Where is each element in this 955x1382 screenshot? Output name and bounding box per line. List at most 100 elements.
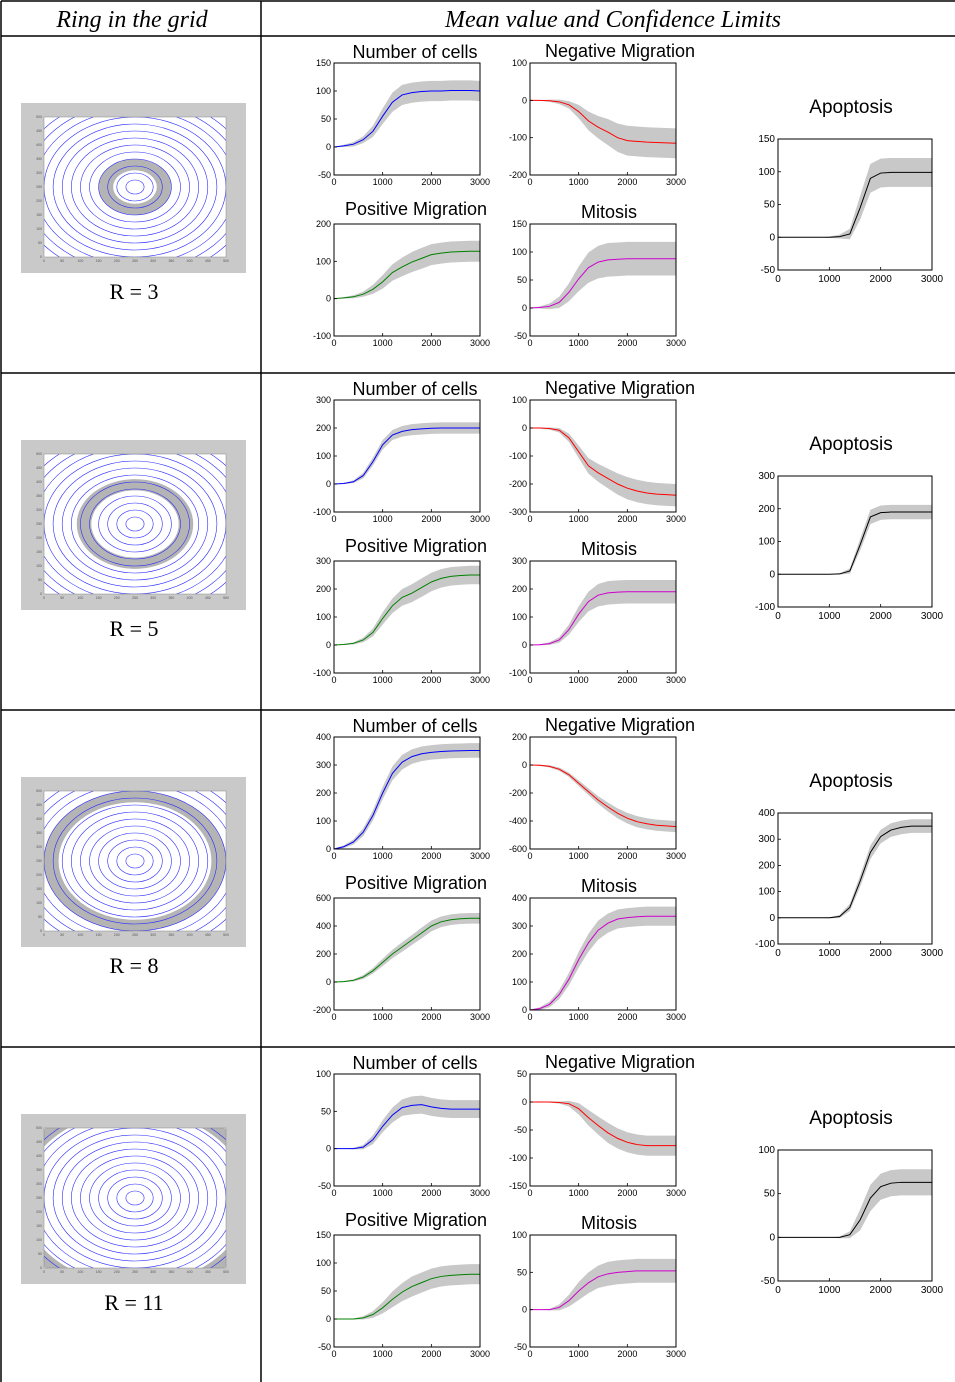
- ring-x-tick: 400: [187, 596, 193, 600]
- x-tick-label: 2000: [617, 1188, 637, 1198]
- x-tick-label: 3000: [666, 1188, 686, 1198]
- x-tick-label: 3000: [470, 338, 490, 348]
- ring-y-tick: 250: [36, 522, 42, 526]
- chart-number-of-cells-r-8: 0 1000 2000 3000 0 100 200 300 400 Number of cell…: [316, 716, 490, 861]
- ring-y-tick: 50: [38, 1252, 42, 1256]
- mean-line: [530, 1270, 676, 1311]
- x-tick-label: 0: [527, 1188, 532, 1198]
- y-tick-label: 100: [316, 86, 331, 96]
- ring-grid-r-5: 00 50 50 100 100 150 150 200 200 250 250 300 300 350 3…: [21, 440, 246, 641]
- ring-x-tick: 400: [187, 259, 193, 263]
- contour-circle: [98, 1169, 172, 1227]
- mean-line: [778, 171, 932, 238]
- chart-title: Mitosis: [581, 1213, 637, 1233]
- x-tick-label: 2000: [617, 338, 637, 348]
- chart-title: Negative Migration: [545, 41, 695, 61]
- ring-y-tick: 400: [36, 1154, 42, 1158]
- ring-y-tick: 300: [36, 845, 42, 849]
- contour-circle: [116, 846, 154, 876]
- contour-circle: [89, 488, 181, 560]
- y-tick-label: 600: [316, 893, 331, 903]
- chart-mitosis-r-8: 0 1000 2000 3000 0 100 200 300 400 Mitosis: [512, 876, 686, 1022]
- ring-y-tick: 350: [36, 494, 42, 498]
- x-tick-label: 1000: [373, 338, 393, 348]
- confidence-band: [778, 504, 932, 575]
- ring-y-tick: 450: [36, 803, 42, 807]
- x-tick-label: 0: [527, 514, 532, 524]
- y-tick-label: -600: [509, 844, 527, 854]
- mean-line: [334, 574, 480, 646]
- y-tick-label: 100: [758, 887, 775, 898]
- contour-circle: [52, 797, 218, 925]
- y-tick-label: -100: [755, 602, 775, 613]
- ring-x-tick: 150: [96, 259, 102, 263]
- header-left: Ring in the grid: [55, 7, 208, 33]
- y-tick-label: 200: [316, 219, 331, 229]
- ring-x-tick: 500: [223, 259, 229, 263]
- chart-negative-migration-r-5: 0 1000 2000 3000 -300 -200 -100 0 100 Negative Mi…: [509, 378, 695, 524]
- chart-title: Mitosis: [581, 876, 637, 896]
- axes-box: [333, 1073, 481, 1187]
- y-tick-label: -50: [514, 1125, 527, 1135]
- x-tick-label: 2000: [421, 338, 441, 348]
- ring-y-tick: 350: [36, 157, 42, 161]
- ring-x-tick: 450: [205, 1270, 211, 1274]
- y-tick-label: 200: [758, 860, 775, 871]
- y-tick-label: 0: [769, 1232, 775, 1243]
- mean-line: [530, 764, 676, 828]
- contour-circle: [125, 1190, 145, 1206]
- ring-x-tick: 50: [60, 259, 64, 263]
- mean-line: [530, 258, 676, 309]
- x-tick-label: 0: [527, 1349, 532, 1359]
- ring-y-tick: 400: [36, 817, 42, 821]
- x-tick-label: 0: [527, 177, 532, 187]
- chart-negative-migration-r-3: 0 1000 2000 3000 -200 -100 0 100 Negative Migrat…: [509, 41, 695, 187]
- y-tick-label: 0: [522, 760, 527, 770]
- ring-x-tick: 200: [114, 933, 120, 937]
- ring-y-tick: 200: [36, 1210, 42, 1214]
- contour-circle: [89, 151, 181, 223]
- x-tick-label: 1000: [569, 1188, 589, 1198]
- x-tick-label: 1000: [373, 514, 393, 524]
- x-tick-label: 0: [331, 514, 336, 524]
- ring-y-tick: 100: [36, 227, 42, 231]
- contour-circle: [116, 172, 154, 202]
- x-tick-label: 2000: [870, 611, 893, 622]
- y-tick-label: -50: [514, 331, 527, 341]
- contour-circle: [125, 179, 145, 195]
- chart-title: Apoptosis: [809, 434, 892, 455]
- row-label: R = 3: [109, 279, 158, 304]
- confidence-band: [334, 743, 480, 849]
- y-tick-label: -200: [313, 1005, 331, 1015]
- y-tick-label: 0: [522, 303, 527, 313]
- mean-line: [530, 99, 676, 144]
- ring-y-tick: 500: [36, 452, 42, 456]
- y-tick-label: 0: [326, 977, 331, 987]
- mean-line: [334, 1273, 480, 1320]
- x-tick-label: 3000: [470, 1349, 490, 1359]
- y-tick-label: 100: [512, 1230, 527, 1240]
- y-tick-label: 0: [769, 569, 775, 580]
- y-tick-label: 150: [316, 58, 331, 68]
- y-tick-label: 0: [326, 844, 331, 854]
- x-tick-label: 1000: [373, 1012, 393, 1022]
- ring-x-tick: 250: [132, 259, 138, 263]
- x-tick-label: 1000: [818, 274, 841, 285]
- ring-y-tick: 250: [36, 185, 42, 189]
- x-tick-label: 1000: [373, 851, 393, 861]
- contour-circle: [61, 467, 209, 581]
- mean-line: [334, 1104, 480, 1150]
- ring-y-tick: 500: [36, 789, 42, 793]
- chart-title: Apoptosis: [809, 771, 892, 792]
- x-tick-label: 3000: [470, 1012, 490, 1022]
- y-tick-label: 50: [517, 1267, 527, 1277]
- x-tick-label: 0: [331, 851, 336, 861]
- ring-x-tick: 450: [205, 596, 211, 600]
- chart-title: Number of cells: [352, 379, 477, 399]
- y-tick-label: -50: [318, 170, 331, 180]
- ring-y-tick: 400: [36, 143, 42, 147]
- x-tick-label: 3000: [470, 177, 490, 187]
